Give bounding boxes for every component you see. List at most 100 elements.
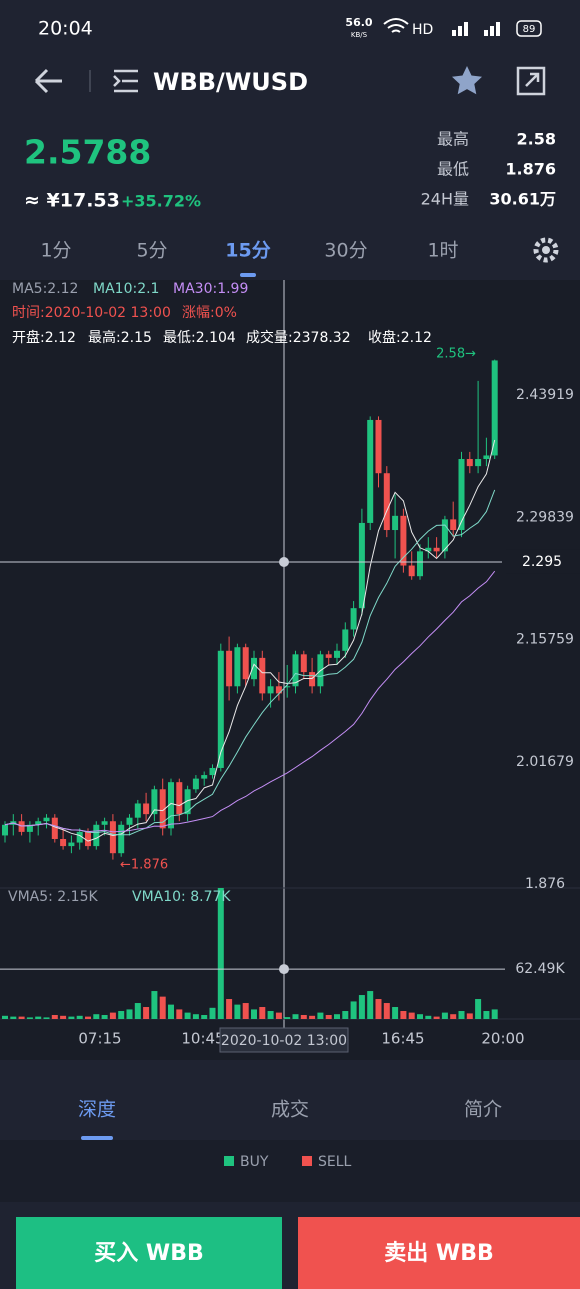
battery-level: 89 bbox=[523, 24, 536, 35]
interval-underline bbox=[240, 273, 256, 277]
candle-body bbox=[26, 824, 33, 832]
candle-body bbox=[168, 782, 174, 829]
candle-body bbox=[441, 519, 448, 552]
candle-body bbox=[483, 455, 490, 460]
interval-tab[interactable]: 15分 bbox=[225, 240, 270, 262]
candle-body bbox=[159, 789, 166, 829]
crosshair-volume: 62.49K bbox=[515, 961, 565, 977]
candle-body bbox=[334, 650, 340, 658]
volume-bar bbox=[109, 1012, 116, 1019]
favorite-button[interactable] bbox=[452, 66, 482, 95]
x-tick-label: 16:45 bbox=[381, 1030, 424, 1048]
candle-body bbox=[176, 782, 183, 815]
volume-bar bbox=[392, 1007, 399, 1019]
candle-body bbox=[275, 686, 282, 694]
buy-button[interactable] bbox=[16, 1217, 282, 1289]
candle-body bbox=[126, 817, 133, 825]
volume-bar bbox=[334, 1014, 340, 1019]
interval-tab[interactable]: 30分 bbox=[324, 240, 367, 262]
candle-body bbox=[475, 459, 482, 467]
volume-bar bbox=[358, 995, 365, 1019]
volume-bar bbox=[275, 1012, 282, 1019]
candle-body bbox=[400, 515, 407, 566]
candle-body bbox=[284, 686, 291, 688]
candle-body bbox=[85, 831, 91, 847]
candle-body bbox=[392, 515, 399, 531]
volume-bar bbox=[51, 1015, 58, 1019]
ma-legend: MA5:2.12 bbox=[12, 281, 78, 297]
bottom-tab[interactable]: 深度 bbox=[78, 1099, 116, 1121]
candle-body bbox=[68, 842, 75, 847]
ma-line bbox=[4, 489, 496, 836]
buy-legend-swatch bbox=[224, 1156, 234, 1166]
sell-legend: SELL bbox=[318, 1154, 352, 1170]
info-red: 涨幅:0% bbox=[182, 305, 237, 321]
volume-bar bbox=[375, 999, 382, 1019]
candle-body bbox=[367, 419, 374, 523]
volume-bar bbox=[159, 996, 166, 1019]
volume-bar bbox=[143, 1007, 150, 1019]
volume-bar bbox=[417, 1014, 423, 1019]
volume-bar bbox=[383, 1003, 390, 1019]
cny-price: ≈ ¥17.53 bbox=[24, 190, 120, 212]
candle-body bbox=[201, 775, 208, 779]
info: 最高:2.15 bbox=[88, 329, 152, 346]
sell-legend-swatch bbox=[302, 1156, 312, 1166]
volume-bar bbox=[475, 999, 482, 1019]
crosshair-price: 2.295 bbox=[522, 554, 562, 570]
volume-bar bbox=[18, 1016, 25, 1019]
candle-body bbox=[226, 650, 233, 687]
volume-bar bbox=[217, 888, 224, 1019]
bottom-tab[interactable]: 成交 bbox=[271, 1099, 309, 1121]
volume-bar bbox=[184, 1012, 191, 1019]
volume-bar bbox=[284, 1017, 291, 1019]
back-button[interactable] bbox=[34, 68, 62, 94]
candle-body bbox=[51, 817, 58, 839]
volume-bar bbox=[2, 1015, 8, 1019]
pair-title: WBB/WUSD bbox=[153, 68, 308, 96]
volume-bar bbox=[85, 1016, 91, 1019]
ma-legend: MA10:2.1 bbox=[93, 281, 159, 297]
candle-body bbox=[383, 473, 390, 531]
volume-bar bbox=[10, 1016, 17, 1019]
candle-body bbox=[450, 519, 457, 531]
crosshair-time-box bbox=[219, 1027, 349, 1053]
fullscreen-button[interactable] bbox=[516, 66, 546, 96]
candle-body bbox=[43, 817, 50, 822]
candle-body bbox=[292, 654, 299, 687]
candle-body bbox=[143, 803, 150, 815]
candle-body bbox=[184, 789, 191, 815]
menu-button[interactable] bbox=[113, 69, 138, 93]
tab-underline bbox=[81, 1136, 113, 1140]
y-tick-label: 2.15759 bbox=[516, 632, 574, 648]
stat-value: 1.876 bbox=[505, 160, 556, 179]
interval-tab[interactable]: 1时 bbox=[427, 240, 458, 262]
low-label: ←1.876 bbox=[120, 858, 168, 873]
net-speed: 56.0 bbox=[345, 16, 372, 29]
net-unit: KB/S bbox=[351, 31, 368, 39]
sell-button-label: 卖出 WBB bbox=[384, 1240, 493, 1266]
bottom-tab[interactable]: 简介 bbox=[464, 1099, 502, 1121]
candle-body bbox=[109, 821, 116, 854]
x-tick-label: 20:00 bbox=[481, 1030, 524, 1048]
info-red: 时间:2020-10-02 13:00 bbox=[12, 305, 171, 321]
volume-bar bbox=[168, 1004, 174, 1019]
volume-bar bbox=[251, 1009, 257, 1019]
candle-body bbox=[18, 821, 25, 832]
candle-body bbox=[234, 647, 241, 687]
crosshair-price-box bbox=[506, 549, 580, 574]
volume-bar bbox=[267, 1011, 274, 1019]
buy-legend: BUY bbox=[240, 1154, 269, 1170]
interval-tab[interactable]: 5分 bbox=[136, 240, 167, 262]
sell-button[interactable] bbox=[298, 1217, 580, 1289]
ma-line bbox=[4, 439, 496, 842]
ma-legend: MA30:1.99 bbox=[173, 281, 248, 297]
interval-tab[interactable]: 1分 bbox=[40, 240, 71, 262]
settings-button[interactable] bbox=[533, 237, 559, 263]
volume-bar bbox=[192, 1014, 199, 1019]
info: 最低:2.104 bbox=[163, 330, 236, 346]
candle-body bbox=[35, 821, 42, 825]
candle-body bbox=[458, 459, 465, 531]
last-price: 2.5788 bbox=[24, 133, 151, 172]
